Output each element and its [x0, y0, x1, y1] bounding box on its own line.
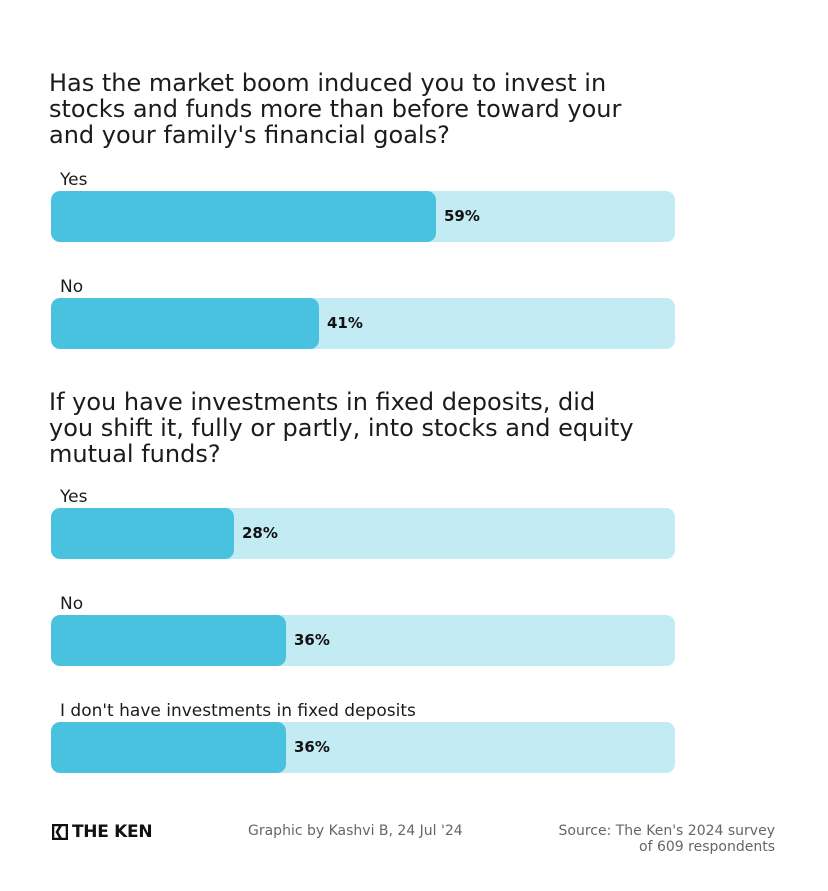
q2-bar-fill-no-fd	[51, 722, 286, 773]
question-1-title: Has the market boom induced you to inves…	[49, 69, 622, 149]
q1-option-label-no: No	[60, 277, 84, 297]
source-line-1: Source: The Ken's 2024 survey	[558, 823, 776, 839]
q2-option-label-no: No	[60, 594, 84, 614]
q1-bar-value-no: 41%	[327, 314, 363, 332]
q2-bar-fill-yes	[51, 508, 234, 559]
source-note: Source: The Ken's 2024 survey of 609 res…	[559, 823, 776, 855]
q1-option-label-yes: Yes	[60, 170, 88, 190]
q2-bar-track-no-fd: 36%	[51, 722, 675, 773]
the-ken-logo-icon	[52, 824, 68, 840]
q2-bar-value-no-fd: 36%	[294, 738, 330, 756]
question-2-title: If you have investments in fixed deposit…	[49, 388, 634, 468]
the-ken-logo: THE KEN	[52, 822, 153, 842]
q1-bar-fill-no	[51, 298, 319, 349]
the-ken-logo-text: THE KEN	[72, 822, 153, 842]
q2-bar-value-yes: 28%	[242, 524, 278, 542]
q1-bar-track-yes: 59%	[51, 191, 675, 242]
q2-bar-track-no: 36%	[51, 615, 675, 666]
q2-option-label-no-fd: I don't have investments in fixed deposi…	[60, 701, 416, 721]
graphic-credit: Graphic by Kashvi B, 24 Jul '24	[248, 823, 463, 839]
q2-bar-track-yes: 28%	[51, 508, 675, 559]
q1-bar-value-yes: 59%	[444, 207, 480, 225]
q1-bar-track-no: 41%	[51, 298, 675, 349]
q2-bar-value-no: 36%	[294, 631, 330, 649]
q2-bar-fill-no	[51, 615, 286, 666]
q1-bar-fill-yes	[51, 191, 436, 242]
source-line-2: of 609 respondents	[639, 839, 775, 855]
q2-option-label-yes: Yes	[60, 487, 88, 507]
